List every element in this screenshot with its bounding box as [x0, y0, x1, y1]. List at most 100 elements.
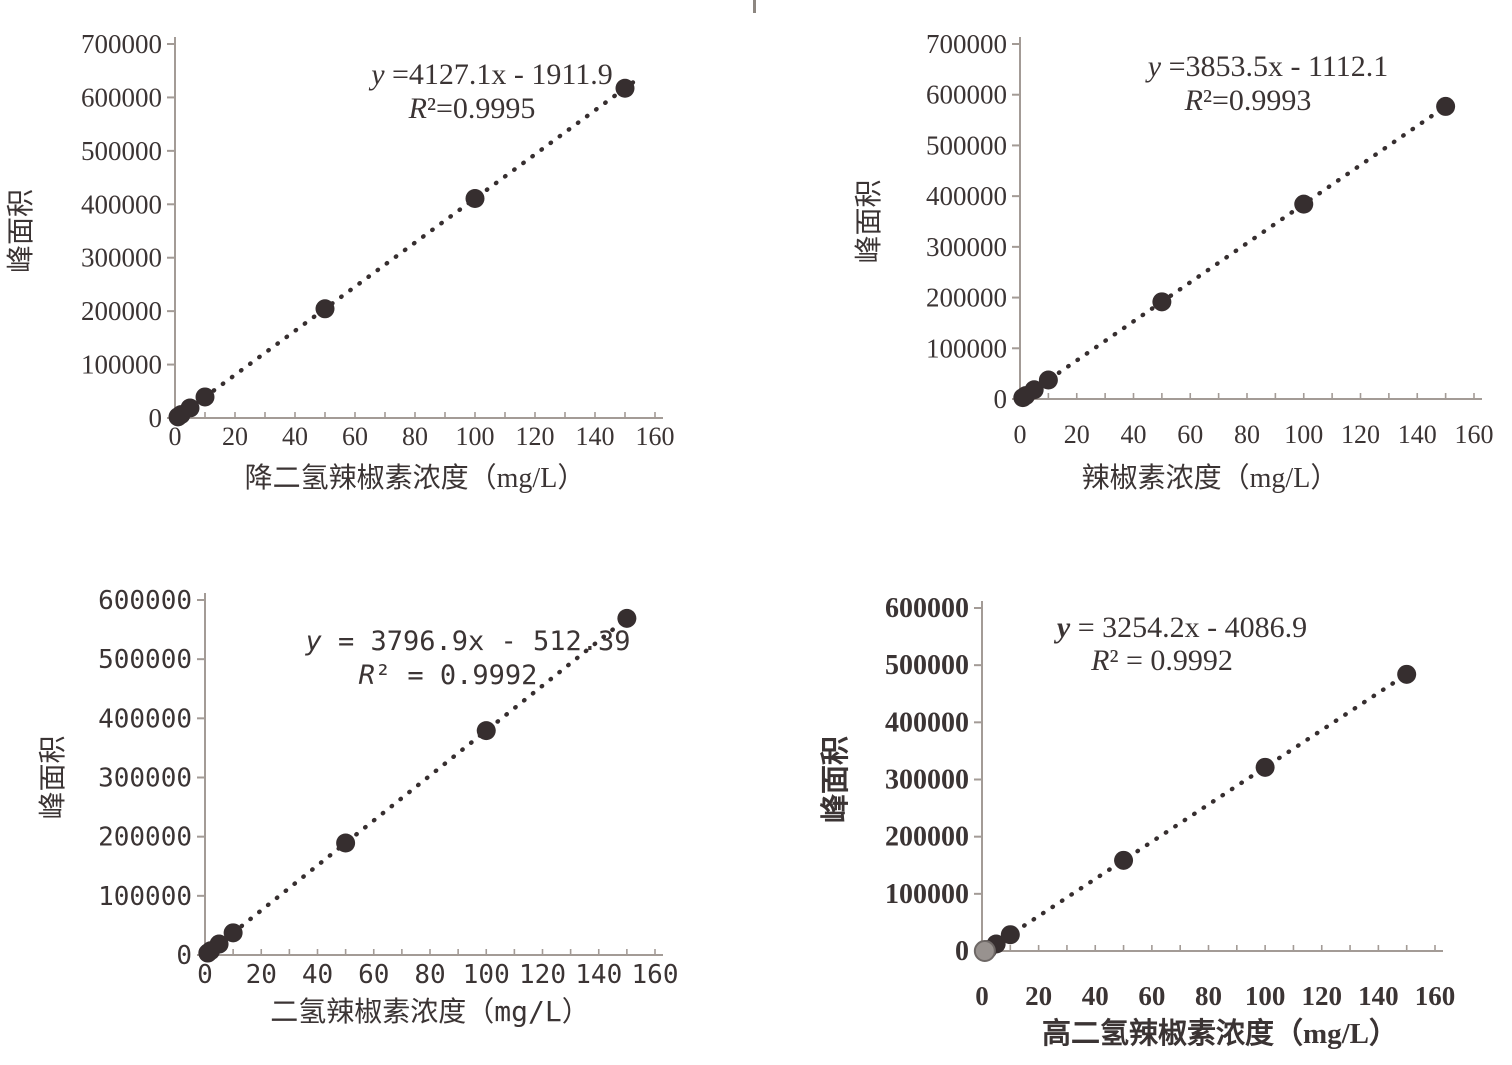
- x-tick-label: 0: [1014, 420, 1027, 449]
- x-tick-label: 100: [1284, 420, 1323, 449]
- y-tick-label: 600000: [885, 593, 969, 624]
- x-tick-label: 140: [1358, 981, 1399, 1011]
- y-tick-label: 300000: [98, 764, 192, 794]
- data-point: [1255, 757, 1275, 777]
- x-tick-label: 40: [282, 422, 308, 451]
- y-tick-label: 500000: [81, 136, 162, 166]
- x-tick-label: 40: [302, 960, 333, 990]
- x-tick-label: 60: [1138, 981, 1165, 1011]
- data-point: [465, 189, 485, 209]
- y-axis-title: 峰面积: [819, 736, 852, 823]
- data-point-gray: [973, 940, 996, 962]
- y-tick-label: 100000: [81, 350, 162, 380]
- r-squared-label: R² = 0.9992: [359, 660, 538, 691]
- data-point: [615, 78, 635, 98]
- x-tick-label: 60: [1177, 420, 1203, 449]
- data-point: [1024, 380, 1044, 400]
- y-axis-title: 峰面积: [5, 189, 37, 273]
- data-point: [1294, 194, 1314, 214]
- x-tick-label: 120: [516, 422, 555, 451]
- y-axis-title: 峰面积: [853, 179, 885, 263]
- x-tick-label: 160: [1415, 981, 1456, 1011]
- r-squared-label: R²=0.9995: [408, 92, 536, 125]
- y-tick-label: 300000: [885, 765, 969, 796]
- y-tick-label: 200000: [98, 823, 192, 853]
- data-point: [1000, 925, 1020, 945]
- y-tick-label: 100000: [926, 333, 1007, 363]
- y-tick-label: 700000: [81, 29, 162, 59]
- x-tick-label: 120: [519, 960, 566, 990]
- y-tick-label: 500000: [885, 650, 969, 681]
- r-squared-label: R²=0.9993: [1184, 84, 1312, 117]
- x-tick-label: 80: [414, 960, 445, 990]
- x-tick-label: 160: [632, 960, 679, 990]
- x-tick-label: 80: [1195, 981, 1222, 1011]
- data-point: [223, 923, 243, 943]
- y-tick-label: 200000: [926, 283, 1007, 313]
- x-tick-label: 20: [1064, 420, 1090, 449]
- y-tick-label: 100000: [885, 879, 969, 910]
- y-tick-label: 600000: [81, 82, 162, 112]
- x-tick-label: 60: [342, 422, 368, 451]
- r-squared-label: R² = 0.9992: [1090, 644, 1233, 677]
- equation-label: y = 3796.9x - 512.39: [304, 626, 630, 657]
- x-axis-title: 降二氢辣椒素浓度（mg/L）: [245, 462, 586, 494]
- x-tick-label: 120: [1341, 420, 1380, 449]
- y-tick-label: 300000: [81, 243, 162, 273]
- data-point: [180, 398, 200, 418]
- x-tick-label: 80: [402, 422, 428, 451]
- x-tick-label: 100: [456, 422, 495, 451]
- data-point: [617, 608, 637, 628]
- x-tick-label: 40: [1121, 420, 1147, 449]
- x-tick-label: 40: [1082, 981, 1109, 1011]
- y-axis-title: 峰面积: [36, 735, 69, 819]
- trendline-dotted: [1019, 98, 1457, 401]
- x-tick-label: 140: [576, 422, 615, 451]
- data-point: [1397, 664, 1417, 684]
- x-tick-label: 160: [1455, 420, 1494, 449]
- y-tick-label: 0: [955, 936, 969, 967]
- y-tick-label: 400000: [885, 707, 969, 738]
- x-tick-label: 0: [197, 960, 213, 990]
- chart-top-left: 0 100000 200000 300000 400000 500000 600000 700…: [5, 29, 675, 494]
- x-tick-label: 80: [1234, 420, 1260, 449]
- equation-label: y = 3254.2x - 4086.9: [1054, 611, 1307, 644]
- data-point: [315, 299, 335, 319]
- x-axis-title: 辣椒素浓度（mg/L）: [1082, 462, 1339, 494]
- chart-bottom-left: 0 100000 200000 300000 400000 500000 600000 0 20…: [36, 586, 678, 1028]
- y-tick-label: 600000: [98, 586, 192, 616]
- y-tick-label: 200000: [81, 296, 162, 326]
- x-tick-label: 140: [1398, 420, 1437, 449]
- y-tick-label: 500000: [98, 645, 192, 675]
- x-tick-label: 100: [1245, 981, 1286, 1011]
- y-tick-label: 400000: [81, 189, 162, 219]
- y-tick-label: 0: [176, 941, 192, 971]
- trendline-dotted: [984, 670, 1412, 953]
- y-tick-label: 500000: [926, 130, 1007, 160]
- y-tick-label: 200000: [885, 822, 969, 853]
- y-tick-label: 400000: [926, 181, 1007, 211]
- data-point: [195, 387, 215, 407]
- chart-top-right: 0 100000 200000 300000 400000 500000 600000 700…: [853, 29, 1494, 494]
- y-tick-label: 300000: [926, 232, 1007, 262]
- x-tick-label: 100: [463, 960, 510, 990]
- y-tick-label: 400000: [98, 704, 192, 734]
- x-tick-label: 0: [169, 422, 182, 451]
- data-point: [336, 833, 356, 853]
- x-tick-label: 60: [358, 960, 389, 990]
- y-tick-label: 100000: [98, 882, 192, 912]
- data-point: [1152, 292, 1172, 312]
- y-tick-label: 700000: [926, 29, 1007, 59]
- x-axis-title: 高二氢辣椒素浓度（mg/L）: [1042, 1016, 1398, 1050]
- trendline-dotted: [175, 79, 637, 420]
- data-point: [1436, 96, 1456, 116]
- x-axis-title: 二氢辣椒素浓度（mg/L）: [270, 995, 589, 1028]
- x-tick-label: 0: [975, 981, 989, 1011]
- data-point: [476, 721, 496, 741]
- page-artifact-line: [753, 0, 756, 13]
- equation-label: y =4127.1x - 1911.9: [368, 58, 613, 91]
- y-tick-label: 0: [994, 384, 1008, 414]
- chart-bottom-right: 0 100000 200000 300000 400000 500000 600000 0 20…: [819, 593, 1455, 1050]
